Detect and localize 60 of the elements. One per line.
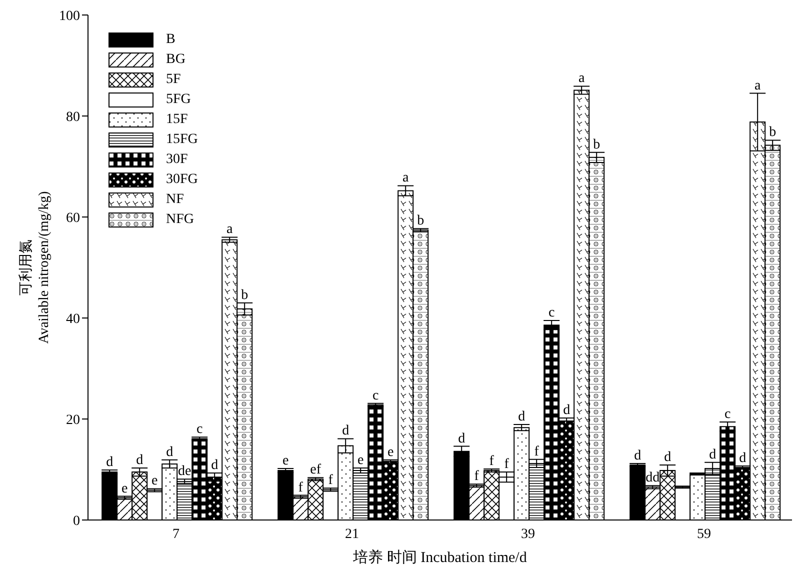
legend-label: 5F (166, 72, 181, 88)
data-label: f (328, 473, 334, 488)
x-tick-label: 39 (521, 526, 535, 542)
data-label: d (518, 410, 526, 425)
data-label: d (136, 452, 144, 468)
data-label: e (282, 453, 289, 468)
data-label: d (166, 444, 174, 460)
data-label: de (178, 464, 192, 480)
data-label: e (151, 474, 158, 489)
data-label: f (534, 444, 540, 460)
y-tick-label: 0 (73, 514, 80, 529)
legend-label: 5FG (166, 92, 191, 108)
data-label: ef (310, 462, 322, 478)
data-label: b (417, 214, 424, 229)
data-label: dd (646, 470, 660, 486)
legend-label: BG (166, 52, 186, 68)
data-label: e (357, 452, 364, 468)
data-label: d (634, 448, 642, 464)
data-label: a (754, 78, 762, 94)
data-label: f (504, 457, 510, 472)
data-label: d (709, 447, 716, 462)
data-label: b (593, 137, 600, 152)
y-tick-label: 100 (59, 8, 80, 24)
data-label: e (387, 444, 394, 460)
y-tick-label: 20 (66, 412, 80, 428)
data-label: b (241, 288, 248, 303)
x-tick-label: 59 (697, 526, 711, 542)
y-axis-title: 可利用氮 Available nitrogen/(mg/kg) (18, 190, 52, 344)
data-label: f (489, 454, 494, 469)
data-label: c (548, 306, 555, 321)
x-tick-label: 7 (172, 526, 180, 542)
data-label: c (372, 388, 379, 404)
y-tick-label: 80 (66, 110, 80, 125)
data-label: d (342, 424, 350, 439)
data-label: e (121, 481, 128, 496)
y-tick-label: 40 (66, 312, 80, 327)
legend-label: 30FG (166, 172, 198, 188)
legend-label: 15F (166, 112, 188, 128)
legend-label: 15FG (166, 132, 198, 148)
data-label: a (578, 71, 586, 86)
legend-label: B (166, 32, 176, 48)
data-label: d (458, 431, 466, 446)
data-label: b (769, 125, 776, 140)
data-label: d (106, 455, 114, 470)
data-label: d (664, 450, 672, 465)
data-label: f (474, 469, 480, 484)
data-label: d (563, 402, 570, 418)
x-axis-title: 培养 时间 Incubation time/d (352, 549, 528, 566)
data-label: f (298, 480, 304, 496)
data-label: a (402, 170, 410, 186)
legend-label: 30F (166, 152, 188, 168)
y-tick-label: 60 (66, 210, 80, 226)
data-label: a (226, 222, 234, 238)
x-tick-label: 21 (345, 526, 359, 542)
legend-label: NF (166, 192, 184, 208)
data-label: d (739, 450, 746, 466)
data-label: d (211, 458, 218, 474)
data-label: c (196, 422, 203, 438)
data-label: c (724, 407, 731, 422)
legend-label: NFG (166, 212, 194, 228)
